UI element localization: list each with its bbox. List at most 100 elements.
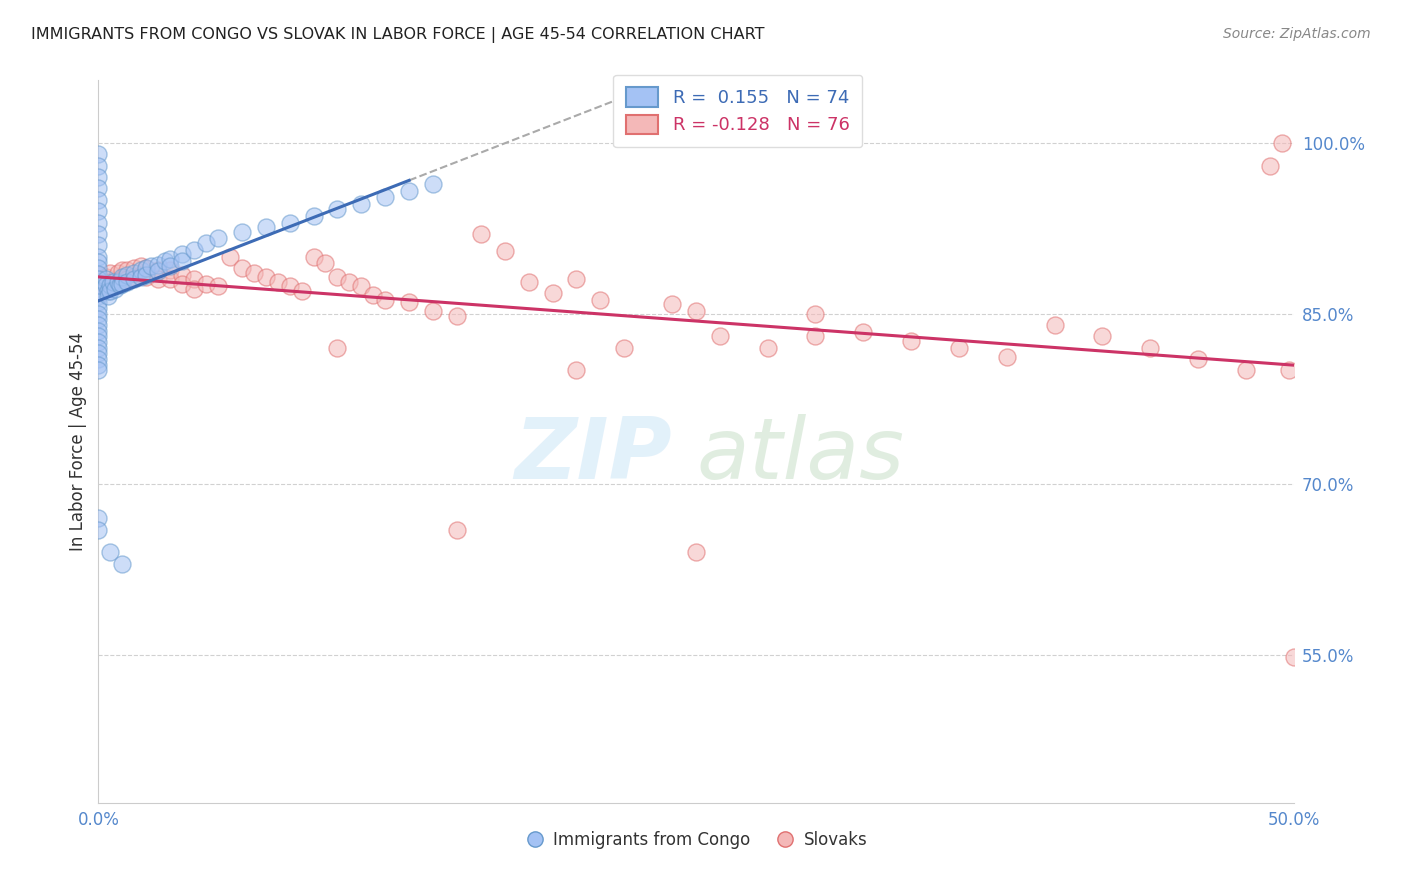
Point bbox=[115, 275, 138, 289]
Point bbox=[326, 270, 349, 285]
Point bbox=[107, 275, 129, 289]
Point bbox=[87, 267, 110, 281]
Point bbox=[446, 523, 468, 537]
Point bbox=[107, 266, 129, 280]
Point bbox=[108, 278, 131, 293]
Point bbox=[87, 289, 110, 303]
Point bbox=[195, 235, 218, 250]
Point bbox=[104, 281, 127, 295]
Point bbox=[124, 266, 146, 280]
Point bbox=[94, 272, 117, 286]
Point bbox=[278, 279, 301, 293]
Point bbox=[541, 286, 564, 301]
Point bbox=[97, 284, 120, 298]
Point bbox=[87, 301, 110, 315]
Point bbox=[101, 275, 124, 289]
Point bbox=[94, 278, 117, 293]
Point bbox=[115, 268, 138, 282]
Point bbox=[685, 545, 707, 559]
Text: atlas: atlas bbox=[696, 415, 904, 498]
Point bbox=[565, 272, 588, 286]
Point bbox=[183, 281, 205, 295]
Point bbox=[804, 306, 827, 320]
Point bbox=[87, 193, 110, 207]
Point bbox=[159, 252, 181, 266]
Point bbox=[131, 270, 153, 285]
Point bbox=[135, 260, 157, 275]
Point bbox=[87, 268, 110, 282]
Point bbox=[87, 255, 110, 269]
Point bbox=[900, 334, 922, 348]
Point bbox=[148, 263, 170, 277]
Point bbox=[87, 358, 110, 372]
Point bbox=[195, 277, 218, 291]
Point bbox=[422, 304, 444, 318]
Point bbox=[350, 279, 373, 293]
Point bbox=[398, 184, 420, 198]
Point bbox=[87, 511, 110, 525]
Point bbox=[613, 341, 636, 355]
Point bbox=[363, 288, 385, 302]
Point bbox=[87, 306, 110, 320]
Point bbox=[470, 227, 492, 241]
Point bbox=[302, 209, 325, 223]
Point bbox=[87, 238, 110, 252]
Point bbox=[804, 329, 827, 343]
Point bbox=[124, 260, 146, 275]
Point bbox=[278, 215, 301, 229]
Point bbox=[87, 181, 110, 195]
Point bbox=[94, 279, 117, 293]
Point bbox=[159, 259, 181, 273]
Point bbox=[111, 263, 134, 277]
Point bbox=[135, 268, 157, 282]
Point bbox=[131, 263, 153, 277]
Point bbox=[139, 259, 162, 273]
Point bbox=[124, 272, 146, 286]
Point bbox=[661, 297, 683, 311]
Text: Source: ZipAtlas.com: Source: ZipAtlas.com bbox=[1223, 27, 1371, 41]
Point bbox=[111, 270, 134, 285]
Point bbox=[87, 334, 110, 349]
Point bbox=[183, 243, 205, 257]
Legend: Immigrants from Congo, Slovaks: Immigrants from Congo, Slovaks bbox=[517, 824, 875, 856]
Point bbox=[1278, 363, 1301, 377]
Point bbox=[155, 254, 177, 268]
Point bbox=[398, 295, 420, 310]
Point bbox=[98, 275, 122, 289]
Point bbox=[291, 284, 314, 298]
Point bbox=[207, 279, 229, 293]
Point bbox=[1271, 136, 1294, 150]
Text: ZIP: ZIP bbox=[515, 415, 672, 498]
Point bbox=[709, 329, 731, 343]
Point bbox=[183, 272, 205, 286]
Point bbox=[685, 304, 707, 318]
Point bbox=[111, 272, 134, 286]
Point bbox=[231, 260, 253, 275]
Point bbox=[1258, 159, 1281, 173]
Point bbox=[172, 247, 194, 261]
Point bbox=[494, 244, 516, 258]
Point bbox=[231, 225, 253, 239]
Point bbox=[115, 263, 138, 277]
Point bbox=[1043, 318, 1066, 332]
Point bbox=[948, 341, 970, 355]
Point bbox=[446, 309, 468, 323]
Point bbox=[87, 346, 110, 360]
Point bbox=[172, 254, 194, 268]
Point bbox=[315, 256, 337, 270]
Point bbox=[87, 159, 110, 173]
Point bbox=[374, 190, 396, 204]
Point bbox=[135, 260, 157, 275]
Point bbox=[98, 284, 122, 298]
Point bbox=[115, 272, 138, 286]
Point bbox=[995, 350, 1018, 364]
Point bbox=[172, 268, 194, 282]
Point bbox=[756, 341, 779, 355]
Point bbox=[87, 147, 110, 161]
Point bbox=[148, 272, 170, 286]
Point bbox=[1187, 352, 1209, 367]
Text: IMMIGRANTS FROM CONGO VS SLOVAK IN LABOR FORCE | AGE 45-54 CORRELATION CHART: IMMIGRANTS FROM CONGO VS SLOVAK IN LABOR… bbox=[31, 27, 765, 43]
Point bbox=[87, 523, 110, 537]
Point bbox=[159, 263, 181, 277]
Point bbox=[87, 227, 110, 241]
